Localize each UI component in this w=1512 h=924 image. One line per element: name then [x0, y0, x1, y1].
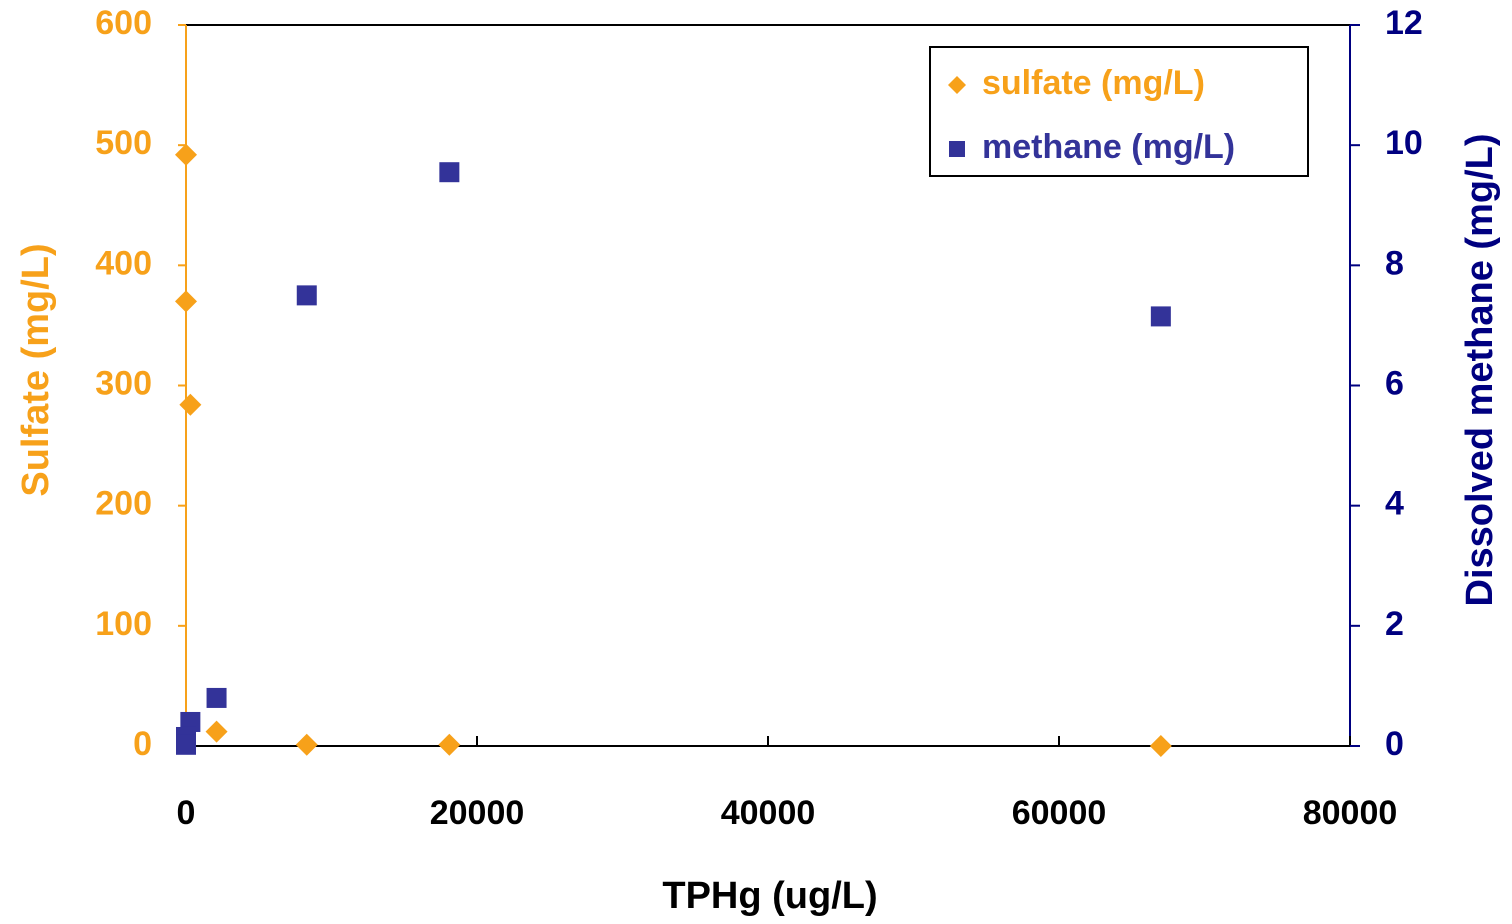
y2-tick-label: 0: [1385, 725, 1404, 763]
y2-tick-label: 12: [1385, 4, 1423, 42]
y2-tick-label: 6: [1385, 364, 1404, 402]
x-tick-label: 0: [177, 794, 196, 832]
y-tick-label: 100: [95, 605, 152, 643]
y-tick-label: 300: [95, 364, 152, 402]
y2-tick-label: 4: [1385, 485, 1404, 523]
diamond-point: [1149, 735, 1172, 757]
y2-tick-label: 2: [1385, 605, 1404, 643]
y-tick-label: 400: [95, 244, 152, 282]
square-point: [176, 734, 196, 755]
x-tick-label: 60000: [1012, 794, 1107, 832]
x-tick-label: 80000: [1303, 794, 1398, 832]
square-point: [206, 687, 227, 708]
legend-marker: [948, 76, 966, 94]
legend-label: methane (mg/L): [982, 128, 1235, 166]
square-point: [439, 162, 460, 183]
square-point: [1150, 306, 1171, 327]
y-tick-label: 0: [133, 725, 152, 763]
y2-axis-title: Dissolved methane (mg/L): [1459, 134, 1501, 607]
diamond-point: [295, 733, 318, 756]
legend-label: sulfate (mg/L): [982, 64, 1205, 102]
x-tick-label: 40000: [721, 794, 816, 832]
y-tick-label: 500: [95, 124, 152, 162]
y2-tick-label: 10: [1385, 124, 1423, 162]
y-tick-label: 600: [95, 4, 152, 42]
y-tick-label: 200: [95, 485, 152, 523]
legend-marker: [949, 141, 965, 157]
square-point: [180, 711, 201, 732]
diamond-point: [175, 290, 197, 313]
x-tick-label: 20000: [430, 794, 525, 832]
y-axis-title: Sulfate (mg/L): [15, 243, 57, 496]
diamond-point: [438, 733, 461, 756]
square-point: [296, 285, 317, 306]
x-axis-title: TPHg (ug/L): [662, 875, 877, 917]
diamond-point: [175, 143, 197, 166]
diamond-point: [205, 720, 228, 743]
diamond-point: [179, 393, 202, 416]
y2-tick-label: 8: [1385, 244, 1404, 282]
legend-box: [929, 46, 1309, 177]
